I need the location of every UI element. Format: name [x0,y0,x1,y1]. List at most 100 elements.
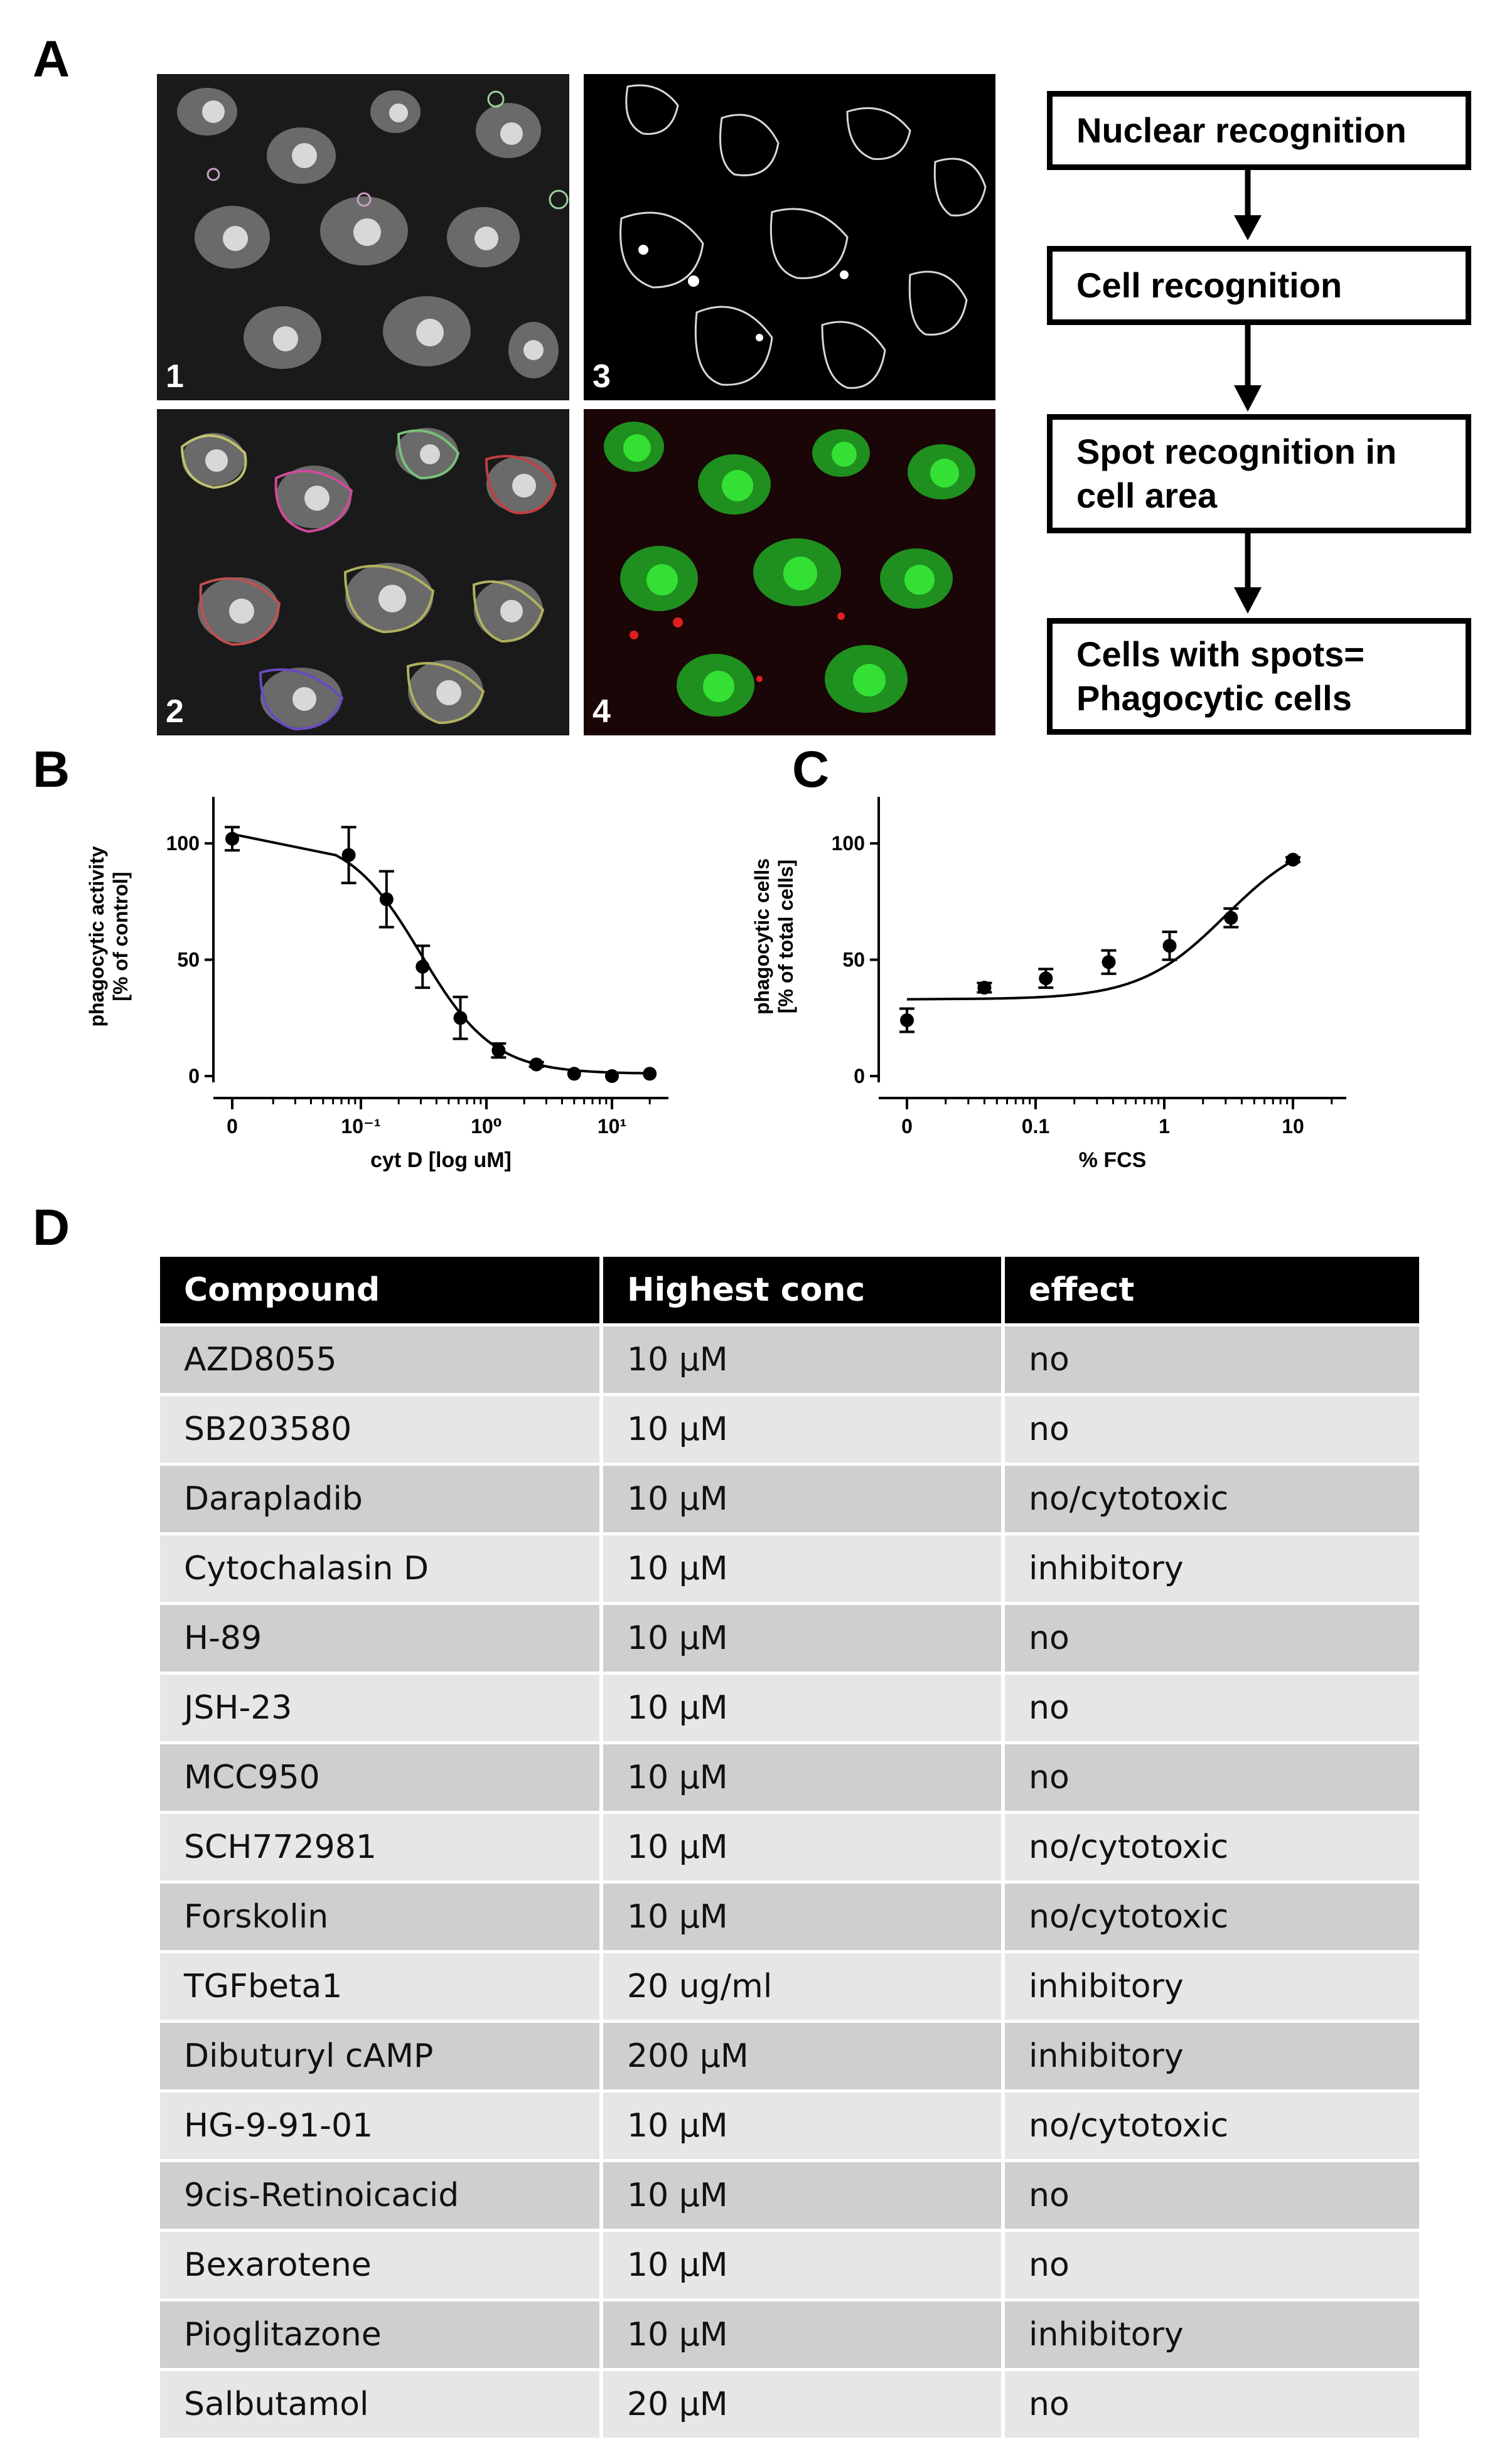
table-row: Forskolin 10 µM no/cytotoxic [160,1884,1419,1950]
compound-cell: SCH772981 [160,1814,599,1880]
chart-b-x-tick-label: 10⁻¹ [341,1115,380,1138]
flow-step-nuclear-recognition: Nuclear recognition [1047,91,1471,170]
table-row: 9cis-Retinoicacid 10 µM no [160,2162,1419,2229]
table-row: SCH772981 10 µM no/cytotoxic [160,1814,1419,1880]
chart-c-y-tick-label: 100 [832,832,865,855]
concentration-cell: 10 µM [603,1814,1001,1880]
flow-arrow-2 [1234,325,1262,412]
concentration-cell: 10 µM [603,2232,1001,2298]
effect-cell: no [1005,2232,1419,2298]
compound-cell: Darapladib [160,1466,599,1532]
chart-b-y-axis-label: phagocytic activity[% of control] [85,846,132,1027]
compound-cell: Bexarotene [160,2232,599,2298]
effect-cell: no/cytotoxic [1005,2093,1419,2159]
concentration-cell: 10 µM [603,2093,1001,2159]
chart-b-data-point [643,1067,657,1081]
concentration-cell: 20 µM [603,2371,1001,2438]
compound-cell: TGFbeta1 [160,1953,599,2020]
chart-c-x-tick-label: 0 [901,1115,913,1138]
chart-cytd-dose-response: 0 50 100 0 10⁻¹ 10⁰ 10¹ cyt D [log uM] phagocyti… [75,784,690,1198]
chart-c-x-tick-label: 0.1 [1022,1115,1049,1138]
micrograph-2-number: 2 [166,693,184,730]
concentration-cell: 10 µM [603,2162,1001,2229]
chart-c-y-axis-label: phagocytic cells[% of total cells] [751,858,797,1015]
micrograph-3-number: 3 [592,358,611,395]
effect-cell: no [1005,1744,1419,1811]
micrograph-1-number: 1 [166,358,184,395]
effect-cell: no [1005,2371,1419,2438]
compound-cell: Compound [160,1257,599,1323]
compound-cell: Cytochalasin D [160,1535,599,1602]
chart-c-y-tick-label: 0 [854,1065,865,1087]
table-row: AZD8055 10 µM no [160,1326,1419,1393]
chart-b-data-point [491,1043,506,1058]
compound-cell: Salbutamol [160,2371,599,2438]
effect-cell: inhibitory [1005,1535,1419,1602]
effect-cell: inhibitory [1005,2023,1419,2089]
flow-arrow-3 [1234,533,1262,614]
concentration-cell: 10 µM [603,1884,1001,1950]
micrograph-3-image [619,84,987,389]
micrograph-1-image [177,88,569,378]
compound-cell: JSH-23 [160,1675,599,1741]
flow-step-spot-recognition: Spot recognition in cell area [1047,414,1471,533]
flow-step-phagocytic-cells: Cells with spots= Phagocytic cells [1047,618,1471,735]
table-row: TGFbeta1 20 ug/ml inhibitory [160,1953,1419,2020]
panel-label-a: A [33,31,70,88]
compound-cell: AZD8055 [160,1326,599,1393]
compound-cell: HG-9-91-01 [160,2093,599,2159]
chart-c-fit-curve [906,860,1294,1001]
compound-cell: 9cis-Retinoicacid [160,2162,599,2229]
effect-cell: no [1005,1675,1419,1741]
chart-b-x-tick-label: 10¹ [598,1115,626,1138]
table-row: Salbutamol 20 µM no [160,2371,1419,2438]
chart-b-y-tick-label: 100 [166,832,200,855]
concentration-cell: 10 µM [603,1535,1001,1602]
chart-c-data-point [1039,971,1053,986]
micrograph-4: 4 [584,409,995,735]
panel-label-b: B [33,741,70,798]
effect-cell: effect [1005,1257,1419,1323]
concentration-cell: 10 µM [603,1675,1001,1741]
flow-step-cell-recognition: Cell recognition [1047,246,1471,325]
effect-cell: no [1005,1326,1419,1393]
concentration-cell: 10 µM [603,1466,1001,1532]
table-row: JSH-23 10 µM no [160,1675,1419,1741]
chart-b-data-point [453,1011,468,1025]
concentration-cell: 10 µM [603,1396,1001,1463]
chart-b-data-point [379,892,394,907]
chart-b-data-point [341,848,356,862]
table-header-row: Compound Highest conc effect [160,1257,1419,1323]
concentration-cell: 10 µM [603,1605,1001,1672]
flow-arrow-1 [1234,170,1262,240]
effect-cell: inhibitory [1005,2301,1419,2368]
chart-fcs-dose-response: 0 50 100 0 0.1 1 10 % FCS phagocytic cells[% of … [751,784,1393,1198]
chart-b-data-point [225,831,239,846]
effect-cell: no [1005,2162,1419,2229]
chart-c-y-tick-label: 50 [842,949,865,971]
chart-b-y-tick-label: 50 [177,949,200,971]
compound-cell: SB203580 [160,1396,599,1463]
compound-cell: Forskolin [160,1884,599,1950]
concentration-cell: 10 µM [603,2301,1001,2368]
table-row: HG-9-91-01 10 µM no/cytotoxic [160,2093,1419,2159]
panel-label-c: C [792,741,830,798]
micrograph-4-number: 4 [592,693,611,730]
micrograph-3: 3 [584,74,995,400]
effect-cell: no [1005,1396,1419,1463]
concentration-cell: 10 µM [603,1326,1001,1393]
effect-cell: no/cytotoxic [1005,1814,1419,1880]
compound-cell: Pioglitazone [160,2301,599,2368]
panel-label-d: D [33,1199,70,1256]
effect-cell: no/cytotoxic [1005,1884,1419,1950]
chart-cytd-svg: 0 50 100 0 10⁻¹ 10⁰ 10¹ cyt D [log uM] phagocyti… [85,797,668,1172]
effect-cell: no [1005,1605,1419,1672]
micrograph-2: 2 [157,409,569,735]
table-row: Dibuturyl cAMP 200 µM inhibitory [160,2023,1419,2089]
compound-cell: MCC950 [160,1744,599,1811]
table-row: H-89 10 µM no [160,1605,1419,1672]
chart-b-data-point [416,959,430,974]
chart-c-x-tick-label: 1 [1159,1115,1170,1138]
chart-b-data-point [605,1069,619,1083]
chart-c-data-point [1286,853,1300,867]
